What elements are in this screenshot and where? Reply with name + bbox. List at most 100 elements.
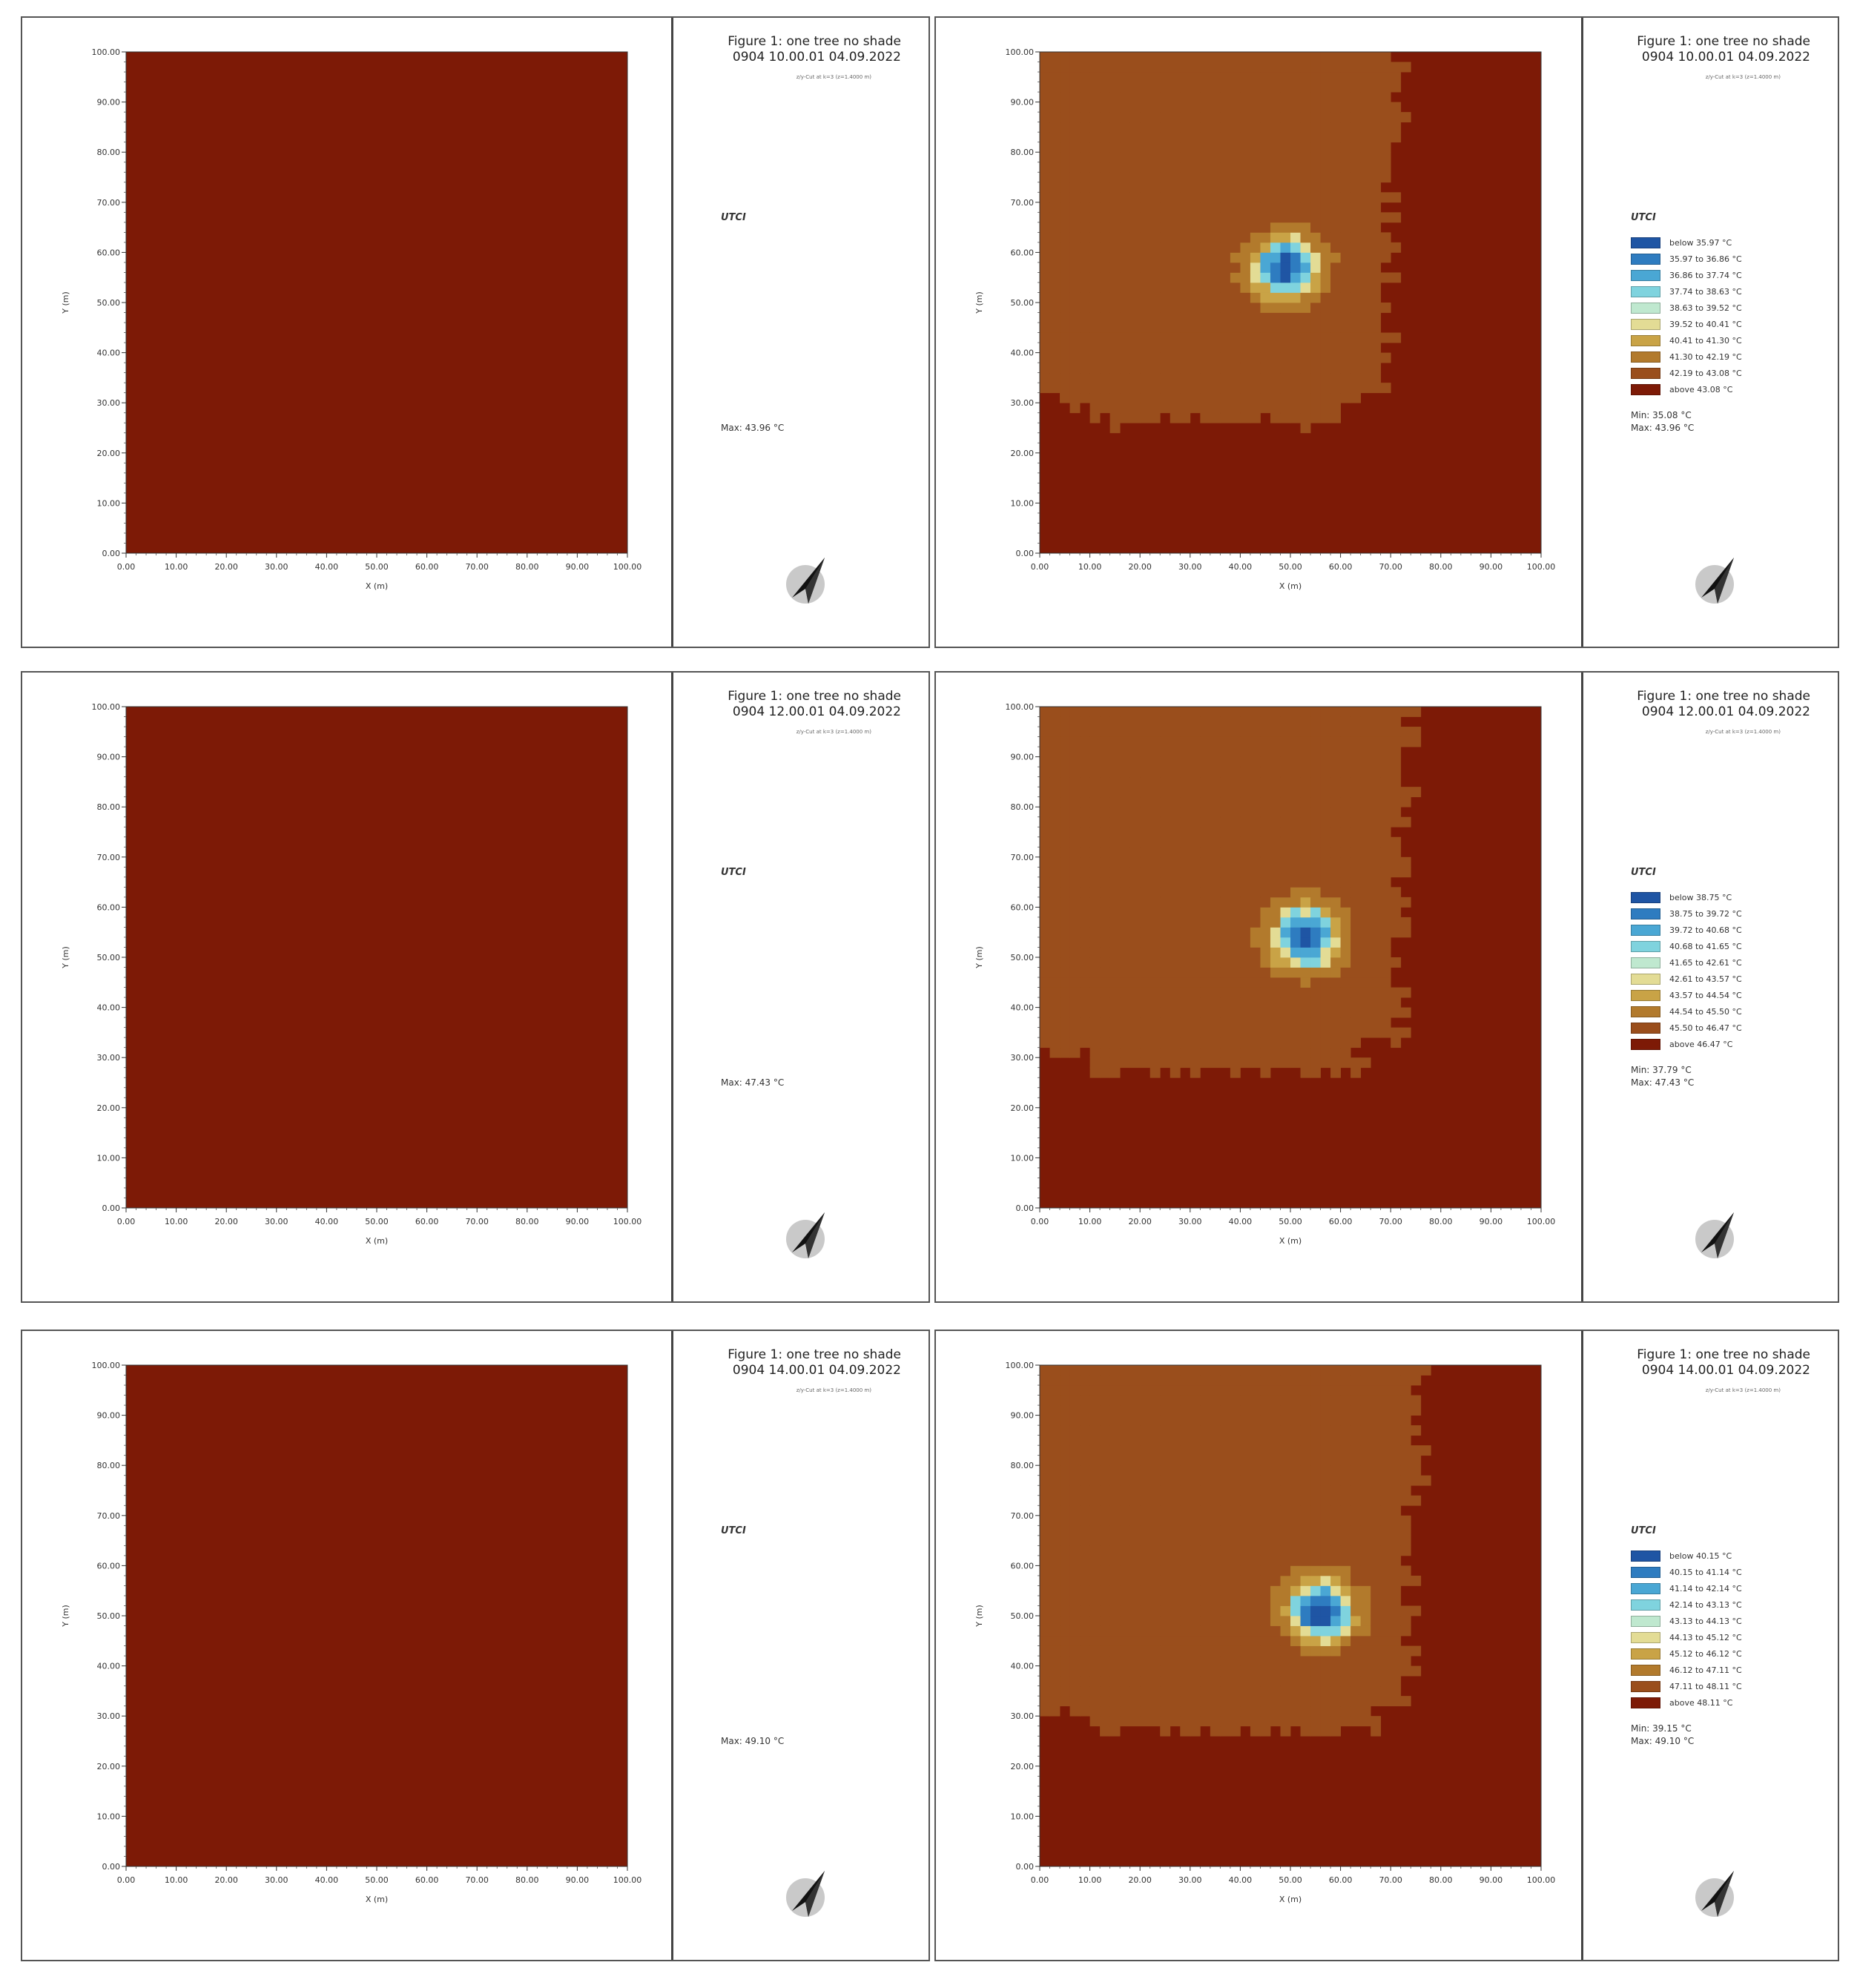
- legend-item: 36.86 to 37.74 °C: [1631, 267, 1742, 283]
- legend-label: above 46.47 °C: [1669, 1039, 1733, 1049]
- legend-label: 39.72 to 40.68 °C: [1669, 925, 1742, 935]
- legend-label: above 48.11 °C: [1669, 1697, 1733, 1708]
- legend-swatch: [1631, 1648, 1660, 1660]
- legend-swatch: [1631, 318, 1660, 330]
- variable-label: UTCI: [721, 1525, 746, 1536]
- x-tick-label: 30.00: [1178, 1875, 1202, 1885]
- north-arrow-icon: [1688, 1206, 1747, 1266]
- x-tick-label: 50.00: [365, 1217, 389, 1226]
- legend-item: below 40.15 °C: [1631, 1548, 1742, 1564]
- figure-title-line: Figure 1: one tree no shade: [728, 689, 901, 704]
- x-tick-label: 100.00: [613, 1875, 642, 1885]
- x-tick-label: 70.00: [1379, 1875, 1402, 1885]
- legend-label: 47.11 to 48.11 °C: [1669, 1681, 1742, 1691]
- legend-item: 39.72 to 40.68 °C: [1631, 922, 1742, 938]
- figure-title: Figure 1: one tree no shade 0904 12.00.01…: [681, 689, 901, 720]
- north-arrow-icon: [779, 1206, 838, 1266]
- legend-label: 40.68 to 41.65 °C: [1669, 941, 1742, 951]
- figure-title-line: Figure 1: one tree no shade: [1637, 34, 1810, 49]
- legend-item: 40.68 to 41.65 °C: [1631, 938, 1742, 954]
- min-max-stats: Min: 39.15 °C Max: 49.10 °C: [1631, 1723, 1694, 1748]
- y-tick-label: 10.00: [1011, 1153, 1035, 1163]
- legend-swatch: [1631, 1022, 1660, 1034]
- legend-swatch: [1631, 1582, 1660, 1594]
- x-tick-label: 30.00: [265, 562, 288, 572]
- legend-swatch: [1631, 1631, 1660, 1643]
- legend-swatch: [1631, 383, 1660, 395]
- legend: below 38.75 °C 38.75 to 39.72 °C 39.72 to …: [1631, 889, 1742, 1052]
- legend-item: 41.14 to 42.14 °C: [1631, 1580, 1742, 1596]
- info-column: Figure 1: one tree no shade 0904 14.00.01…: [671, 1331, 931, 1960]
- x-tick-label: 100.00: [1527, 1875, 1556, 1885]
- figure-title-line: Figure 1: one tree no shade: [1637, 689, 1810, 704]
- legend-label: 44.54 to 45.50 °C: [1669, 1006, 1742, 1017]
- y-tick-label: 60.00: [1011, 1561, 1035, 1571]
- x-tick-label: 70.00: [465, 1875, 489, 1885]
- x-tick-label: 80.00: [1429, 1217, 1453, 1226]
- y-tick-label: 100.00: [1006, 702, 1035, 712]
- figure-title: Figure 1: one tree no shade 0904 14.00.01…: [1591, 1347, 1810, 1378]
- x-tick-label: 100.00: [613, 1217, 642, 1226]
- y-axis-label: Y (m): [974, 1605, 984, 1628]
- x-tick-label: 40.00: [315, 562, 339, 572]
- legend-item: 42.19 to 43.08 °C: [1631, 365, 1742, 381]
- y-tick-label: 90.00: [97, 1411, 121, 1421]
- info-column: Figure 1: one tree no shade 0904 12.00.01…: [671, 673, 931, 1301]
- heatmap-cells: [1040, 52, 1411, 434]
- legend-swatch: [1631, 1615, 1660, 1627]
- y-tick-label: 80.00: [97, 1461, 121, 1470]
- figure-subtitle: z/y-Cut at k=3 (z=1.4000 m): [1705, 1387, 1781, 1393]
- legend-item: below 38.75 °C: [1631, 889, 1742, 905]
- legend-swatch: [1631, 1697, 1660, 1708]
- legend-label: 42.61 to 43.57 °C: [1669, 974, 1742, 984]
- legend-label: 41.14 to 42.14 °C: [1669, 1583, 1742, 1594]
- max-value: Max: 47.43 °C: [1631, 1077, 1695, 1088]
- x-tick-label: 80.00: [515, 562, 539, 572]
- legend-swatch: [1631, 924, 1660, 936]
- x-tick-label: 20.00: [214, 1217, 238, 1226]
- max-value: Max: 49.10 °C: [721, 1736, 785, 1746]
- legend-label: below 40.15 °C: [1669, 1551, 1732, 1561]
- heatmap-field: [126, 52, 627, 553]
- legend-item: 40.41 to 41.30 °C: [1631, 332, 1742, 349]
- legend-swatch: [1631, 989, 1660, 1001]
- figure-timestamp: 0904 10.00.01 04.09.2022: [1641, 50, 1810, 65]
- variable-label: UTCI: [721, 867, 746, 878]
- x-tick-label: 60.00: [415, 1875, 439, 1885]
- legend-label: above 43.08 °C: [1669, 384, 1733, 394]
- variable-label: UTCI: [1631, 867, 1656, 878]
- info-column: Figure 1: one tree no shade 0904 10.00.01…: [671, 18, 931, 647]
- heatmap-field: [126, 1365, 627, 1866]
- y-tick-label: 30.00: [97, 1711, 121, 1721]
- legend-swatch: [1631, 351, 1660, 363]
- y-tick-label: 60.00: [1011, 248, 1035, 257]
- variable-label: UTCI: [721, 212, 746, 223]
- legend-item: above 46.47 °C: [1631, 1036, 1742, 1052]
- legend-item: below 35.97 °C: [1631, 234, 1742, 251]
- y-tick-label: 20.00: [1011, 1762, 1035, 1771]
- x-tick-label: 100.00: [1527, 562, 1556, 572]
- legend-swatch: [1631, 957, 1660, 968]
- figure-title: Figure 1: one tree no shade 0904 10.00.01…: [1591, 34, 1810, 65]
- legend-item: 47.11 to 48.11 °C: [1631, 1678, 1742, 1694]
- legend-swatch: [1631, 940, 1660, 952]
- y-tick-label: 80.00: [1011, 148, 1035, 157]
- y-tick-label: 40.00: [97, 349, 121, 358]
- legend-item: 38.63 to 39.52 °C: [1631, 300, 1742, 316]
- y-tick-label: 60.00: [97, 248, 121, 257]
- legend-swatch: [1631, 302, 1660, 314]
- y-tick-label: 80.00: [1011, 1461, 1035, 1470]
- figure-title-line: Figure 1: one tree no shade: [728, 34, 901, 49]
- legend-label: 40.15 to 41.14 °C: [1669, 1567, 1742, 1577]
- heatmap-plot: 0.00 0.00 10.00 10.00 20.00 20.00 30.00 30.00 40…: [974, 1361, 1556, 1904]
- legend-item: 43.13 to 44.13 °C: [1631, 1613, 1742, 1629]
- min-value: Min: 37.79 °C: [1631, 1065, 1692, 1075]
- y-axis-label: Y (m): [974, 291, 984, 314]
- y-tick-label: 60.00: [97, 902, 121, 912]
- x-tick-label: 20.00: [214, 562, 238, 572]
- y-tick-label: 10.00: [97, 1153, 121, 1163]
- legend-label: 44.13 to 45.12 °C: [1669, 1632, 1742, 1642]
- x-tick-label: 90.00: [566, 1875, 590, 1885]
- info-column: Figure 1: one tree no shade 0904 12.00.01…: [1581, 673, 1840, 1301]
- y-tick-label: 90.00: [97, 753, 121, 762]
